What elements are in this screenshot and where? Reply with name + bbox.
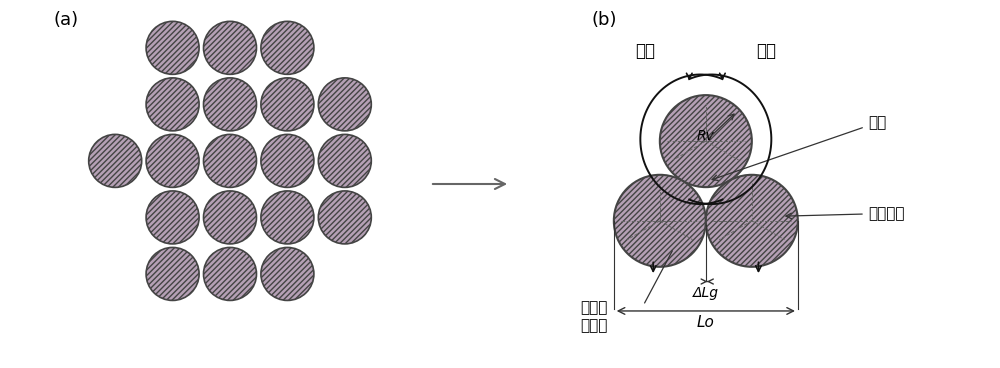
Ellipse shape <box>660 95 752 187</box>
Text: 固相颗粒: 固相颗粒 <box>786 206 904 221</box>
Ellipse shape <box>261 78 314 131</box>
Text: Rv: Rv <box>697 128 715 143</box>
Ellipse shape <box>261 21 314 74</box>
Ellipse shape <box>261 191 314 244</box>
Text: 粒间隙: 粒间隙 <box>581 318 608 333</box>
Ellipse shape <box>204 247 256 300</box>
Ellipse shape <box>146 21 199 74</box>
Ellipse shape <box>146 191 199 244</box>
Ellipse shape <box>204 134 256 187</box>
Text: 流线: 流线 <box>757 42 777 60</box>
Ellipse shape <box>318 134 371 187</box>
Text: ΔLg: ΔLg <box>693 286 719 300</box>
Ellipse shape <box>89 134 142 187</box>
Ellipse shape <box>261 247 314 300</box>
Ellipse shape <box>146 134 199 187</box>
Text: (a): (a) <box>53 11 78 29</box>
Text: 孔隙: 孔隙 <box>712 115 886 180</box>
Ellipse shape <box>204 78 256 131</box>
Text: (b): (b) <box>592 11 617 29</box>
Ellipse shape <box>146 247 199 300</box>
Text: 流线: 流线 <box>635 42 655 60</box>
Ellipse shape <box>146 78 199 131</box>
Text: Lo: Lo <box>697 315 715 330</box>
Ellipse shape <box>706 175 798 267</box>
Ellipse shape <box>318 78 371 131</box>
Ellipse shape <box>614 175 706 267</box>
Ellipse shape <box>261 134 314 187</box>
Ellipse shape <box>318 191 371 244</box>
Ellipse shape <box>204 21 256 74</box>
Text: 固相颗: 固相颗 <box>581 300 608 315</box>
Ellipse shape <box>204 191 256 244</box>
